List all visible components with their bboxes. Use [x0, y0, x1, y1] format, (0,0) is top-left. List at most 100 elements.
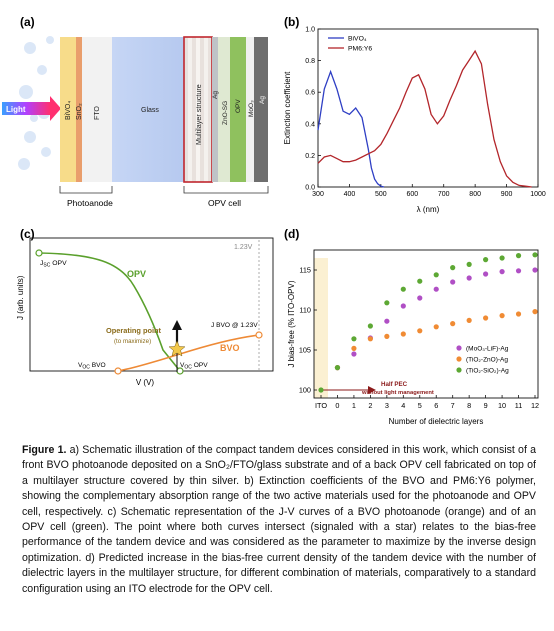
- panel-d-points: [318, 252, 538, 393]
- layer-ag1: [212, 37, 218, 182]
- panel-c-ylabel: J (arb. units): [16, 275, 25, 320]
- caption-label: Figure 1.: [22, 444, 67, 456]
- panel-d-ylabel: J bias-free (% ITO-OPV): [287, 280, 296, 367]
- y-tick-label: 115: [299, 266, 311, 275]
- x-tick-label: 10: [498, 401, 506, 410]
- x-tick-label: 11: [515, 401, 523, 410]
- data-point: [483, 257, 489, 263]
- panel-a-label: (a): [20, 15, 35, 29]
- panel-b-ylabel: Extinction coefficient: [283, 71, 292, 145]
- label-opv: OPV: [235, 99, 242, 113]
- y-tick-label: 110: [299, 306, 311, 315]
- operating-point-sublabel: (to maximize): [114, 338, 151, 345]
- ito-band: [314, 258, 328, 398]
- x-tick-label: 700: [438, 191, 450, 198]
- layer-bivo4: [60, 37, 76, 182]
- data-point: [532, 252, 538, 258]
- x-tick-label: 900: [501, 191, 513, 198]
- opv-cell-label: OPV cell: [208, 198, 241, 208]
- layer-ag2: [254, 37, 268, 182]
- bvo-curve-label: BVO: [220, 343, 240, 353]
- layer-moo3: [246, 37, 254, 182]
- data-point: [483, 271, 489, 277]
- panel-b-frame: [317, 28, 539, 188]
- series-line-pm6y6: [317, 49, 532, 188]
- caption-text: a) Schematic illustration of the compact…: [22, 444, 536, 595]
- panel-c: (c) 1.23V J (arb. units) V (V) JSC OPV O…: [16, 227, 274, 387]
- light-arrow: Light: [2, 96, 61, 121]
- panel-d-label: (d): [284, 227, 299, 241]
- x-tick-label: 800: [469, 191, 481, 198]
- voc-bvo-marker: [114, 367, 122, 375]
- voc-bvo-label: VOC BVO: [78, 362, 106, 371]
- voc-opv-label: VOC OPV: [180, 362, 208, 371]
- panel-b-label: (b): [284, 15, 299, 29]
- legend-label-moo3-lif: (MoO₃-LiF)-Ag: [466, 346, 509, 353]
- panel-a: (a) Light BiVO₄ SnO₂ FTO: [2, 15, 269, 208]
- x-tick-label: 7: [451, 401, 455, 410]
- x-tick-label: 400: [344, 191, 356, 198]
- ito-point: [318, 387, 324, 393]
- y-tick-label: 0.2: [305, 153, 315, 160]
- data-point: [499, 313, 505, 319]
- v123-label: 1.23V: [234, 244, 253, 251]
- panel-c-xlabel: V (V): [136, 378, 155, 387]
- jbvo-label: J BVO @ 1.23V: [211, 322, 258, 329]
- y-tick-label: 1.0: [305, 27, 315, 34]
- label-ag2: Ag: [259, 96, 266, 104]
- maximize-arrow: [172, 320, 182, 330]
- label-bivo4: BiVO₄: [65, 101, 72, 120]
- data-point: [417, 328, 423, 334]
- data-point: [351, 351, 357, 357]
- half-pec-sublabel: without light management: [361, 390, 434, 396]
- x-tick-label: 9: [484, 401, 488, 410]
- data-point: [499, 255, 505, 261]
- data-point: [466, 275, 472, 281]
- panel-b-ticks: 300 400 500 600 700 800 900 1000 0.0 0.2 0.4 0.6 0.8…: [305, 27, 546, 199]
- jbvo-marker: [255, 331, 263, 339]
- data-point: [367, 323, 373, 329]
- data-point: [466, 317, 472, 323]
- data-point: [400, 331, 406, 337]
- y-tick-label: 0.6: [305, 90, 315, 97]
- data-point: [384, 300, 390, 306]
- x-tick-label: ITO: [315, 401, 327, 410]
- panel-b-legend: BiVO₄ PM6:Y6: [328, 36, 372, 53]
- label-glass: Glass: [141, 107, 159, 114]
- y-tick-label: 105: [299, 346, 311, 355]
- layer-fto: [82, 37, 112, 182]
- panel-d-xlabel: Number of dielectric layers: [389, 417, 484, 426]
- label-zno: ZnO-SG: [222, 101, 229, 125]
- light-label: Light: [6, 105, 26, 114]
- data-point: [433, 324, 439, 330]
- x-tick-label: 500: [375, 191, 387, 198]
- data-point: [384, 318, 390, 324]
- legend-label-tio2-zno: (TiO₂-ZnO)-Ag: [466, 357, 508, 364]
- label-fto: FTO: [94, 106, 101, 120]
- data-point: [384, 333, 390, 339]
- data-point: [515, 311, 522, 317]
- data-point: [400, 286, 406, 292]
- data-point: [483, 315, 489, 321]
- legend-label-pm6y6: PM6:Y6: [348, 46, 372, 53]
- data-point: [532, 309, 538, 315]
- panel-c-label: (c): [20, 227, 35, 241]
- layer-opv: [230, 37, 246, 182]
- layer-sno2: [76, 37, 82, 182]
- legend-dot-tio2-zno: [456, 356, 462, 362]
- x-tick-label: 12: [531, 401, 539, 410]
- legend-label-bivo4: BiVO₄: [348, 36, 367, 43]
- x-tick-label: 0: [335, 401, 339, 410]
- label-multilayer: Multilayer structure: [194, 84, 203, 145]
- layer-glass: [112, 37, 184, 182]
- data-point: [515, 268, 522, 274]
- data-point: [532, 267, 538, 273]
- half-pec-label: Half PEC: [381, 381, 408, 388]
- x-tick-label: 5: [418, 401, 422, 410]
- data-point: [450, 321, 456, 327]
- x-tick-label: 1000: [530, 191, 546, 198]
- x-tick-label: 8: [467, 401, 471, 410]
- data-point: [351, 336, 357, 342]
- data-point: [499, 269, 505, 275]
